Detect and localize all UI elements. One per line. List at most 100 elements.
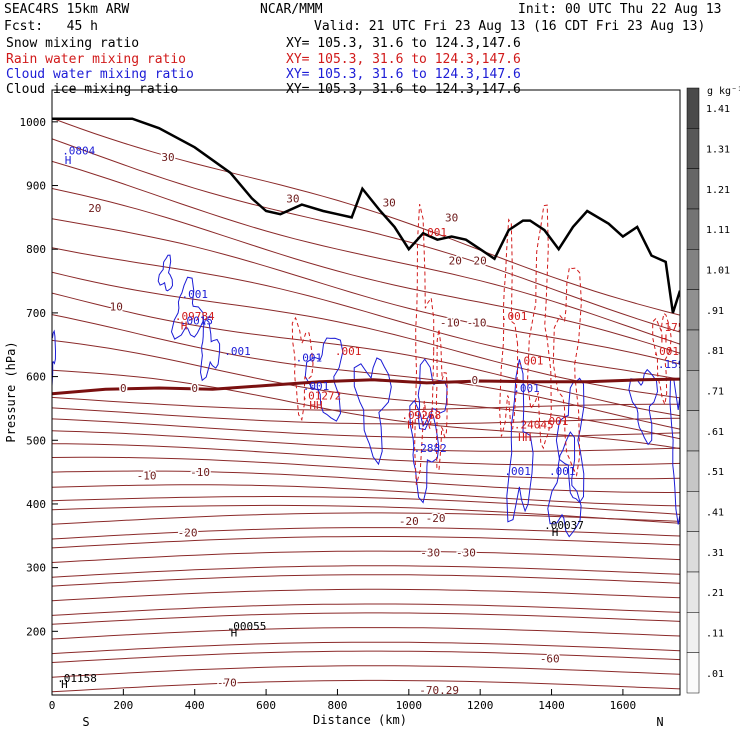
colorbar-label: .81 xyxy=(706,346,724,357)
extremum-label: .159 xyxy=(658,358,685,371)
colorbar-swatch xyxy=(686,208,700,250)
extremum-label: .09268 xyxy=(401,409,441,422)
extremum-label: .001 xyxy=(513,382,540,395)
y-axis-label: Pressure (hPa) xyxy=(4,341,18,442)
rain-water-contour xyxy=(652,312,672,407)
x-tick-label: 0 xyxy=(49,699,56,712)
extremum-label: .001 xyxy=(303,380,330,393)
temperature-contour-label: 30 xyxy=(161,151,174,164)
temperature-contour xyxy=(52,117,680,316)
rain-water-contour xyxy=(499,218,519,437)
temperature-contour-label: -10 xyxy=(467,316,487,329)
extremum-label: HH xyxy=(309,399,322,412)
y-tick-label: 800 xyxy=(26,243,46,256)
temperature-contour-label: 0 xyxy=(191,382,198,395)
x-tick-label: 1000 xyxy=(396,699,423,712)
field-xy-rain: XY= 105.3, 31.6 to 124.3,147.6 xyxy=(286,52,521,67)
temperature-contour xyxy=(52,339,680,440)
temperature-contour xyxy=(52,574,680,587)
x-tick-label: 600 xyxy=(256,699,276,712)
x-tick-label: 400 xyxy=(185,699,205,712)
temperature-contour xyxy=(52,603,680,616)
colorbar-swatch xyxy=(686,87,700,129)
temperature-contour xyxy=(52,612,680,625)
temperature-contour xyxy=(52,247,680,380)
colorbar-swatch xyxy=(686,531,700,573)
field-label-rain: Rain water mixing ratio xyxy=(6,52,187,67)
extremum-label: H xyxy=(65,154,72,167)
temperature-contour xyxy=(52,679,680,693)
temperature-contour xyxy=(52,407,680,425)
terrain-surface xyxy=(52,117,680,314)
cloud-water-contour xyxy=(506,359,534,523)
temperature-contour-label: -10 xyxy=(137,469,157,482)
temperature-contour xyxy=(52,470,680,493)
extremum-label: .09784 xyxy=(175,310,215,323)
colorbar-swatch xyxy=(686,450,700,492)
colorbar-label: .61 xyxy=(706,427,724,438)
colorbar-swatch xyxy=(686,571,700,613)
temperature-contour xyxy=(52,314,680,430)
temperature-contour xyxy=(52,292,680,417)
colorbar-swatch xyxy=(686,128,700,169)
cloud-water-contour xyxy=(157,254,174,292)
temperature-contour xyxy=(52,369,680,450)
temperature-contour-label: -30 xyxy=(456,546,476,559)
temperature-contour xyxy=(52,650,680,663)
extremum-label: .001 xyxy=(652,345,679,358)
temperature-contour xyxy=(52,396,680,411)
temperature-contour-label: -20 xyxy=(399,515,419,528)
temperature-contour-label: -20 xyxy=(178,527,198,540)
temperature-contour-label: 0 xyxy=(472,374,479,387)
colorbar-swatch xyxy=(686,168,700,210)
y-tick-label: 300 xyxy=(26,562,46,575)
temperature-contour xyxy=(52,160,680,345)
temperature-contour-label: -10 xyxy=(190,466,210,479)
colorbar-label: 1.21 xyxy=(706,185,730,196)
temperature-contour xyxy=(52,188,680,354)
cloud-water-contour xyxy=(547,431,582,538)
temperature-contour-label: 30 xyxy=(383,197,396,210)
x-end-label-left: S xyxy=(82,715,89,729)
temperature-contour xyxy=(52,138,680,333)
temperature-contour xyxy=(52,641,680,655)
extremum-label: .001 xyxy=(517,355,544,368)
colorbar-swatch xyxy=(686,652,700,694)
temperature-contour xyxy=(52,496,680,515)
extremum-label: .00055 xyxy=(227,620,267,633)
extremum-label: HH xyxy=(518,431,531,444)
y-tick-label: 1000 xyxy=(20,116,47,129)
temperature-contour-label: 30 xyxy=(286,192,299,205)
colorbar-swatch xyxy=(686,329,700,371)
extremum-label: H xyxy=(231,627,238,640)
temperature-contour xyxy=(52,527,680,540)
y-tick-label: 700 xyxy=(26,307,46,320)
temperature-contour xyxy=(52,504,680,524)
colorbar-swatch xyxy=(686,370,700,411)
temperature-contour-label: -30 xyxy=(420,546,440,559)
temperature-contour xyxy=(52,456,680,480)
colorbar-units: g kg⁻¹ xyxy=(707,86,740,97)
model-center: NCAR/MMM xyxy=(260,2,323,17)
extremum-label: H xyxy=(61,678,68,691)
colorbar-swatch xyxy=(686,612,700,653)
cloud-water-contour xyxy=(52,328,57,387)
colorbar-label: .51 xyxy=(706,467,724,478)
field-xy-cloud-water: XY= 105.3, 31.6 to 124.3,147.6 xyxy=(286,67,521,82)
colorbar-label: 1.01 xyxy=(706,266,730,277)
plot-frame xyxy=(51,89,681,696)
extremum-label: .2882 xyxy=(414,442,447,455)
cloud-water-contour xyxy=(555,377,585,504)
colorbar-swatch xyxy=(686,249,700,290)
temperature-contour xyxy=(52,484,680,507)
rain-water-contour xyxy=(414,203,435,485)
extremum-label: H xyxy=(552,526,559,539)
temperature-contour-label: -70.29 xyxy=(419,684,459,697)
extremum-label: .001 xyxy=(501,310,528,323)
temperature-contour xyxy=(52,443,680,466)
cloud-water-contour xyxy=(304,337,344,422)
rain-water-contour xyxy=(435,329,448,471)
colorbar-label: .91 xyxy=(706,306,724,317)
x-tick-label: 1400 xyxy=(538,699,565,712)
colorbar-label: .11 xyxy=(706,629,724,640)
